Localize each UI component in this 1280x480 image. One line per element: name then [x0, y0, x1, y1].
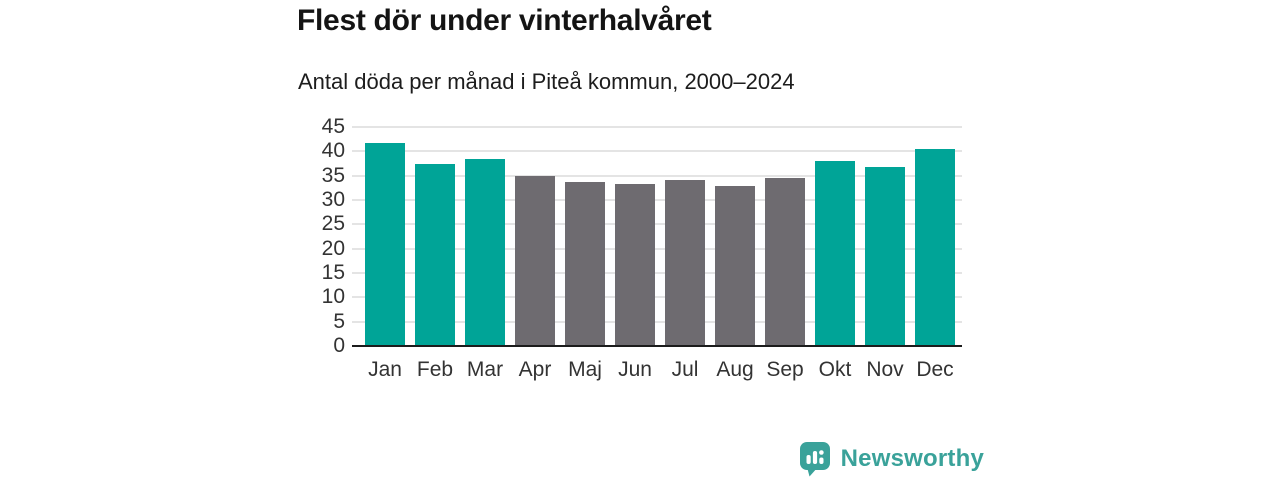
x-axis-tick-label-jun: Jun — [618, 358, 652, 381]
x-axis-tick-label-feb: Feb — [416, 358, 454, 381]
bar-okt — [815, 161, 855, 346]
gridline-15 — [352, 272, 962, 274]
y-axis-tick-label-25: 25 — [321, 212, 345, 236]
gridline-40 — [352, 150, 962, 153]
x-axis-tick-label-nov: Nov — [866, 358, 904, 381]
bar-feb — [415, 164, 455, 346]
x-axis-tick-label-sep: Sep — [766, 358, 804, 381]
x-axis-tick-label-aug: Aug — [716, 358, 754, 381]
bar-maj — [565, 182, 605, 346]
bar-nov — [865, 167, 905, 346]
x-axis-line — [352, 345, 962, 347]
bar-aug — [715, 185, 755, 346]
x-axis-tick-label-jul: Jul — [671, 358, 699, 381]
bar-jun — [615, 183, 655, 346]
gridline-5 — [352, 320, 962, 323]
bar-sep — [765, 178, 805, 346]
chart-subtitle: Antal döda per månad i Piteå kommun, 200… — [298, 69, 795, 94]
bar-apr — [515, 176, 555, 346]
gridline-30 — [352, 199, 962, 201]
newsworthy-logo-icon — [799, 441, 832, 477]
bar-dec — [915, 149, 955, 346]
chart-block: Flest dör under vinterhalvåret Antal död… — [295, 0, 985, 480]
gridline-25 — [352, 223, 962, 226]
y-axis-tick-label-30: 30 — [321, 188, 345, 211]
y-axis-tick-label-20: 20 — [321, 236, 345, 260]
gridline-45 — [352, 126, 962, 128]
x-axis-tick-label-mar: Mar — [466, 358, 504, 381]
y-axis-tick-label-35: 35 — [321, 163, 345, 187]
newsworthy-logo: Newsworthy — [799, 441, 984, 477]
y-axis-tick-label-5: 5 — [333, 309, 345, 333]
y-axis-tick-label-40: 40 — [321, 139, 345, 163]
y-axis-tick-label-10: 10 — [321, 285, 345, 309]
x-axis-tick-label-maj: Maj — [568, 358, 602, 381]
x-axis-tick-label-okt: Okt — [818, 358, 852, 381]
y-axis-tick-label-45: 45 — [321, 115, 345, 138]
gridline-20 — [352, 247, 962, 250]
chart-title: Flest dör under vinterhalvåret — [297, 4, 712, 37]
bar-jan — [365, 143, 405, 346]
gridline-10 — [352, 296, 962, 299]
x-axis-tick-label-apr: Apr — [518, 358, 552, 381]
bar-chart-plot-area — [352, 126, 962, 346]
bar-mar — [465, 158, 505, 346]
gridline-35 — [352, 174, 962, 177]
x-axis-tick-label-jan: Jan — [368, 358, 402, 381]
y-axis-tick-label-0: 0 — [333, 334, 345, 357]
y-axis-tick-label-15: 15 — [321, 261, 345, 284]
bar-jul — [665, 180, 705, 346]
x-axis-tick-label-dec: Dec — [916, 358, 954, 381]
newsworthy-wordmark: Newsworthy — [840, 445, 984, 472]
